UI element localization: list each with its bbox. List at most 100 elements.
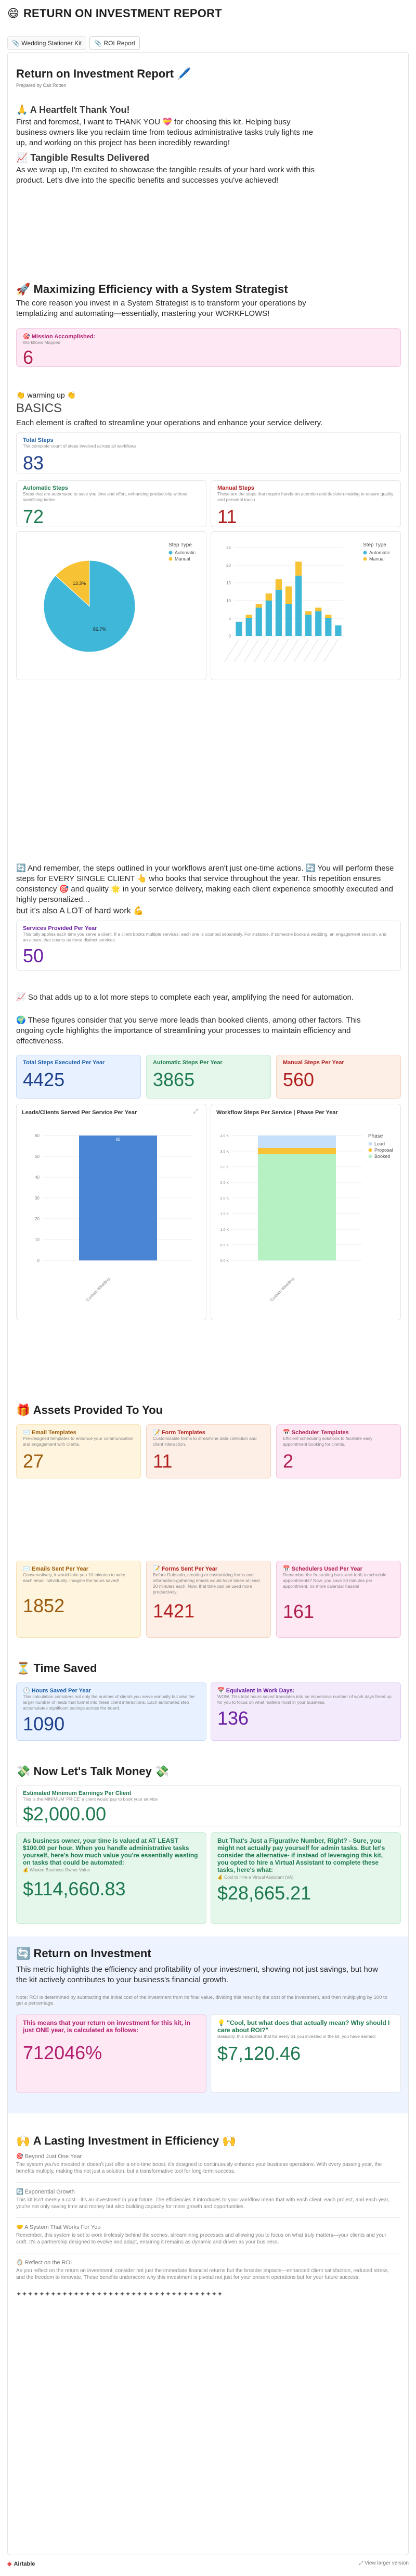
emails-year-box: ✉️ Emails Sent Per Year Conservatively, … [16, 1561, 141, 1638]
thanks-heading: 🙏 A Heartfelt Thank You! [16, 105, 130, 115]
work-days-box: 📅 Equivalent in Work Days: WOW. This tot… [211, 1682, 401, 1741]
x-tick-label-placeholder [293, 639, 309, 662]
scheduler-templates-value: 2 [283, 1450, 294, 1472]
schedulers-year-box: 📅 Schedulers Used Per Year Remember the … [276, 1561, 401, 1638]
efficiency-body: The core reason you invest in a System S… [16, 299, 306, 318]
y-tick-label: 4.0 K [220, 1134, 229, 1138]
beyond-body: The system you've invested in doesn't ju… [16, 2162, 382, 2174]
y-tick-label: 40 [35, 1175, 40, 1180]
hard-work-text: but it's also A LOT of hard work 💪 [16, 907, 144, 915]
expand-icon[interactable]: ⤢ [193, 1108, 198, 1115]
phase-legend-title: Phase [368, 1133, 383, 1139]
stack-legend-title: Step Type [363, 542, 386, 548]
bar-automatic [265, 601, 272, 636]
pie-slice-manual [55, 560, 90, 607]
bar-manual [255, 604, 262, 608]
y-tick-label: 10 [226, 598, 231, 603]
data-label: 60 [116, 1137, 121, 1142]
x-tick-label-placeholder [303, 639, 319, 662]
pie-chart-card: 86.7% 13.3% Step Type Automatic Manual [16, 531, 206, 680]
bar-manual [245, 615, 252, 618]
tab-wedding-kit[interactable]: 📎 Wedding Stationer Kit [7, 36, 87, 50]
roi-meaning-value: $7,120.46 [217, 2043, 301, 2064]
forms-year-box: 📝 Forms Sent Per Year Before Dubsado, cr… [146, 1561, 271, 1638]
efficiency-heading: 🚀 Maximizing Efficiency with a System St… [16, 283, 288, 296]
business-value-sub: 💰 Wasted Business Owner Value [23, 1867, 90, 1872]
leads-chart-title: Leads/Clients Served Per Service Per Yea… [22, 1110, 137, 1116]
auto-steps-box: Automatic Steps Steps that are automated… [16, 480, 206, 527]
x-tick-label-placeholder [234, 639, 250, 662]
bar-manual [295, 562, 302, 576]
divider [16, 2182, 401, 2183]
mission-box: 🎯 Mission Accomplished: Workflows Mapped… [16, 328, 401, 368]
results-body: As we wrap up, I'm excited to showcase t… [16, 165, 315, 185]
y-tick-label: 0 [229, 634, 231, 639]
prepared-by: Prepared by Cait Rotten [16, 83, 67, 88]
phase-legend-booked: Booked [374, 1154, 391, 1159]
hours-saved-desc: This calculation considers not only the … [23, 1694, 195, 1711]
view-larger-link[interactable]: ⤢ View larger version [359, 2560, 409, 2566]
y-tick-label: 15 [226, 581, 231, 585]
bar-automatic [245, 618, 252, 636]
thanks-body: First and foremost, I want to THANK YOU … [16, 118, 314, 147]
total-steps-box: Total Steps The complete count of steps … [16, 432, 401, 474]
services-desc: This tally applies each time you serve a… [23, 932, 387, 942]
bar-automatic [305, 615, 312, 636]
scheduler-templates-label: 📅 Scheduler Templates [283, 1430, 349, 1436]
exp-title: 🔄 Exponential Growth [16, 2189, 75, 2195]
tab-bar: 📎 Wedding Stationer Kit 📎 ROI Report [7, 36, 140, 50]
va-cost-box: But That's Just a Figurative Number, Rig… [211, 1832, 401, 1924]
stack-legend-manual: Manual [369, 556, 385, 562]
mission-sub: Workflows Mapped [23, 340, 61, 345]
pie-legend-title: Step Type [168, 542, 192, 548]
tab-roi-report[interactable]: 📎 ROI Report [89, 36, 140, 50]
services-label: Services Provided Per Year [23, 925, 97, 932]
phase-legend-swatch-booked [368, 1154, 372, 1158]
bar-automatic [315, 611, 322, 636]
airtable-icon: ◆ [7, 2561, 12, 2567]
y-tick-label: 5 [229, 616, 231, 621]
beyond-title: 🎯 Beyond Just One Year [16, 2153, 82, 2160]
x-tick-label-placeholder [274, 639, 289, 662]
exp-body: This kit isn't merely a cost—it's an inv… [16, 2197, 390, 2210]
expand-icon: ⤢ [359, 2560, 363, 2566]
adds-paragraph-2: 🌍 These figures consider that you serve … [16, 1016, 361, 1045]
hours-saved-label: 🕐 Hours Saved Per Year [23, 1688, 91, 1694]
warming-up: 👏 warming up 👏 [16, 391, 76, 399]
y-tick-label: 0 [37, 1258, 40, 1263]
bar-automatic [295, 576, 302, 636]
auto-steps-value: 72 [23, 506, 44, 527]
x-tick-label-placeholder [264, 639, 279, 662]
bar-booked [258, 1154, 336, 1260]
va-cost-value: $28,665.21 [217, 1882, 311, 1904]
y-tick-label: 20 [35, 1217, 40, 1221]
pie-label: 13.3% [73, 581, 86, 586]
y-tick-label: 1.5 K [220, 1213, 229, 1216]
scheduler-templates-desc: Efficient scheduling solutions to facili… [283, 1436, 373, 1447]
scheduler-templates-box: 📅 Scheduler Templates Efficient scheduli… [276, 1424, 401, 1478]
email-templates-value: 27 [23, 1450, 44, 1472]
x-tick-label-placeholder [224, 639, 239, 662]
leads-chart: 0 10 20 30 40 50 60 60 Custom Wedding [35, 1133, 193, 1303]
report-card: Return on Investment Report 🖊️ Prepared … [7, 52, 409, 2555]
stacked-chart: 0 5 10 15 20 25 Step Type Automatic Manual [224, 542, 391, 662]
adds-paragraph-1: 📈 So that adds up to a lot more steps to… [16, 993, 354, 1002]
roi-percent-label: This means that your return on investmen… [23, 2019, 191, 2034]
bar-automatic [255, 607, 262, 636]
y-tick-label: 30 [35, 1196, 40, 1201]
min-earnings-label: Estimated Minimum Earnings Per Client [23, 1790, 132, 1796]
bar-manual [265, 593, 272, 601]
bar-manual [285, 586, 292, 604]
roi-meaning-box: 💡 "Cool, but what does that actually mea… [211, 2014, 401, 2093]
form-templates-desc: Customizable forms to streamline data co… [153, 1436, 257, 1447]
y-tick-label: 3.5 K [220, 1150, 229, 1154]
stars-divider: ✦✦✦✦✦✦✦✦✦✦✦✦✦✦✦✦✦✦✦✦✦✦✦✦✦✦✦✦✦✦✦✦✦✦✦✦ [16, 2290, 223, 2298]
total-year-box: Total Steps Executed Per Year 4425 [16, 1055, 141, 1099]
roi-meaning-desc: Basically, this indicates that for every… [217, 2034, 376, 2039]
airtable-logo[interactable]: ◆ Airtable [7, 2560, 35, 2568]
y-tick-label: 3.0 K [220, 1166, 229, 1169]
footer-brand: Airtable [14, 2560, 35, 2567]
work-days-value: 136 [217, 1707, 249, 1729]
bar-manual [275, 579, 282, 590]
business-value-box: As business owner, your time is valued a… [16, 1832, 206, 1924]
